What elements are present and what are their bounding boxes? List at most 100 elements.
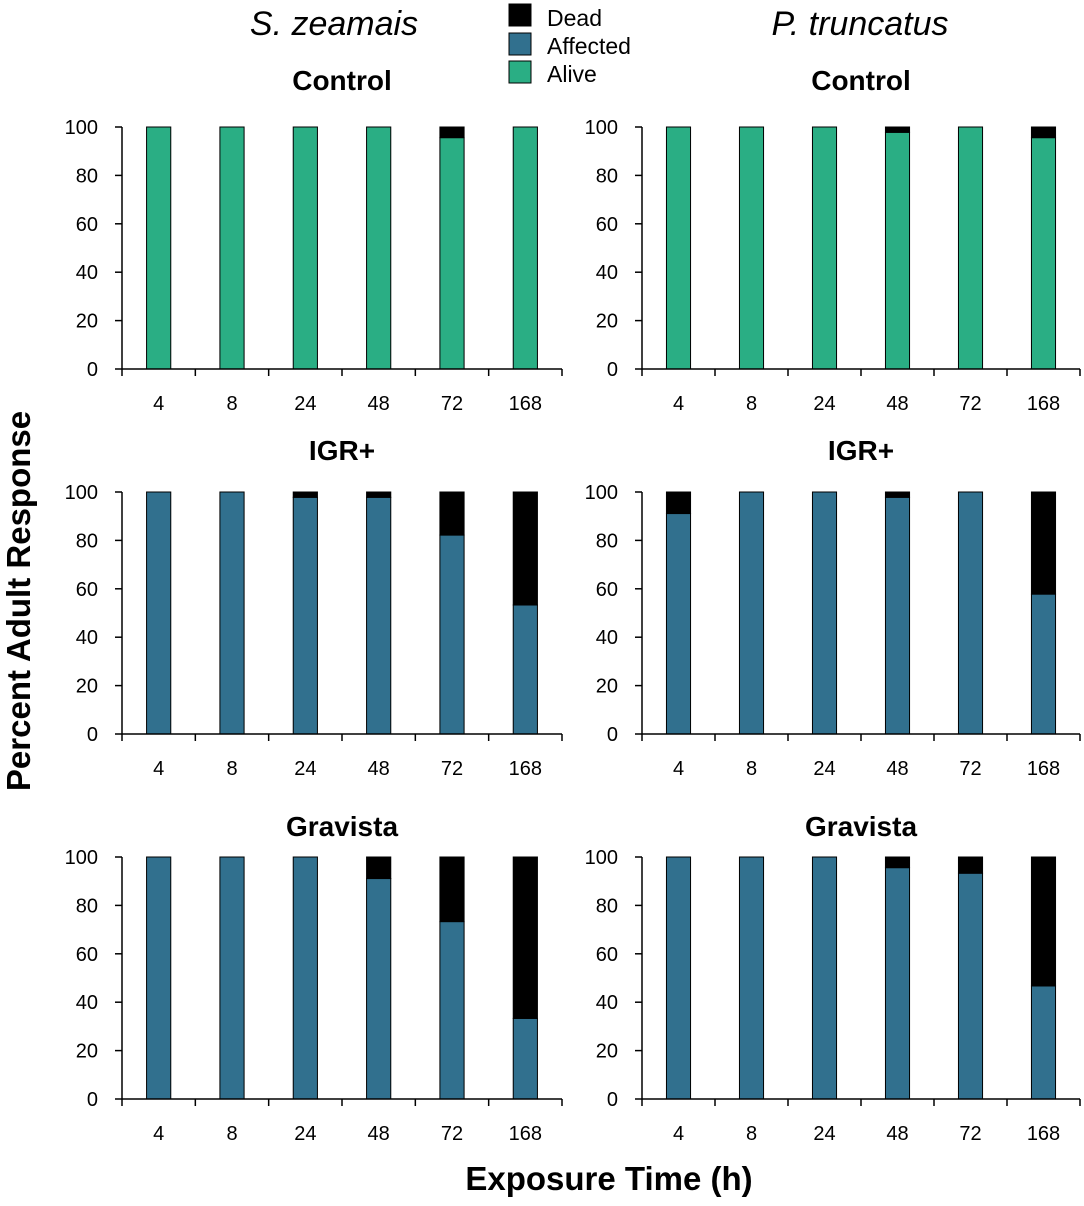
y-tick-label: 40 [596, 262, 618, 284]
y-tick-label: 20 [596, 311, 618, 333]
bar-dead-48 [366, 856, 392, 880]
legend-label-affected: Affected [547, 33, 631, 59]
bar-dead-48 [884, 491, 911, 498]
bar-alive-72 [439, 137, 465, 370]
legend-label-dead: Dead [547, 5, 602, 31]
y-tick-label: 60 [596, 214, 618, 236]
legend-swatch-affected [508, 32, 532, 56]
bar-affected-8 [219, 491, 245, 735]
x-tick-label: 8 [226, 758, 237, 780]
x-tick-label: 48 [368, 1123, 390, 1145]
y-tick-label: 100 [585, 847, 618, 869]
bar-affected-4 [665, 856, 692, 1100]
bar-dead-72 [439, 126, 465, 139]
bar-dead-168 [1030, 856, 1057, 987]
bar-affected-72 [439, 921, 465, 1100]
y-tick-label: 20 [596, 1041, 618, 1063]
x-tick-label: 8 [746, 393, 757, 415]
bar-dead-48 [366, 491, 392, 498]
bar-affected-48 [884, 496, 911, 735]
bar-alive-4 [146, 126, 172, 370]
y-tick-label: 20 [76, 1041, 98, 1063]
x-tick-label: 168 [1027, 393, 1060, 415]
x-tick-label: 24 [294, 393, 316, 415]
bar-affected-8 [219, 856, 245, 1100]
y-tick-label: 0 [607, 1089, 618, 1111]
x-tick-label: 72 [441, 758, 463, 780]
y-tick-label: 100 [65, 482, 98, 504]
x-tick-label: 4 [673, 1123, 684, 1145]
legend-swatch-alive [508, 60, 532, 84]
bar-dead-48 [884, 126, 911, 133]
y-tick-label: 80 [596, 530, 618, 552]
x-tick-label: 48 [886, 1123, 908, 1145]
bar-affected-168 [1030, 593, 1057, 735]
bar-dead-48 [884, 856, 911, 869]
x-tick-label: 48 [368, 393, 390, 415]
y-tick-label: 60 [596, 579, 618, 601]
y-tick-label: 0 [87, 724, 98, 746]
bar-alive-8 [738, 126, 765, 370]
x-tick-label: 48 [368, 758, 390, 780]
bar-dead-72 [439, 491, 465, 536]
bar-alive-4 [665, 126, 692, 370]
y-tick-label: 100 [585, 117, 618, 139]
bar-affected-24 [811, 856, 838, 1100]
bar-dead-168 [1030, 491, 1057, 595]
x-tick-label: 24 [294, 1123, 316, 1145]
bar-affected-4 [665, 513, 692, 735]
x-tick-label: 8 [746, 1123, 757, 1145]
y-tick-label: 60 [596, 944, 618, 966]
y-tick-label: 100 [585, 482, 618, 504]
legend-swatch-dead [508, 3, 532, 27]
panel-title: IGR+ [828, 435, 894, 466]
x-tick-label: 8 [746, 758, 757, 780]
bar-alive-168 [512, 126, 538, 370]
panel-title: Control [292, 65, 392, 96]
bar-affected-72 [957, 872, 984, 1100]
x-tick-label: 72 [441, 393, 463, 415]
bar-affected-24 [292, 856, 318, 1100]
y-axis-title: Percent Adult Response [0, 411, 37, 791]
x-tick-label: 4 [153, 758, 164, 780]
panel-title: Gravista [286, 811, 398, 842]
bar-dead-24 [292, 491, 318, 498]
bar-affected-72 [439, 534, 465, 735]
species-title-right: P. truncatus [771, 5, 948, 43]
y-tick-label: 0 [607, 359, 618, 381]
bar-dead-72 [957, 856, 984, 874]
x-tick-label: 72 [441, 1123, 463, 1145]
x-tick-label: 4 [673, 393, 684, 415]
x-tick-label: 168 [1027, 1123, 1060, 1145]
legend-label-alive: Alive [547, 61, 597, 87]
bar-affected-4 [146, 491, 172, 735]
bar-alive-8 [219, 126, 245, 370]
x-tick-label: 48 [886, 393, 908, 415]
y-tick-label: 80 [596, 895, 618, 917]
bar-alive-72 [957, 126, 984, 370]
x-tick-label: 8 [226, 393, 237, 415]
y-tick-label: 80 [76, 165, 98, 187]
bar-alive-24 [292, 126, 318, 370]
panel-title: Control [811, 65, 911, 96]
bar-affected-24 [811, 491, 838, 735]
bar-affected-8 [738, 491, 765, 735]
bar-affected-48 [366, 878, 392, 1100]
panel-title: IGR+ [309, 435, 375, 466]
bar-affected-168 [512, 604, 538, 735]
bar-alive-48 [366, 126, 392, 370]
y-tick-label: 60 [76, 214, 98, 236]
y-tick-label: 40 [596, 627, 618, 649]
y-tick-label: 80 [596, 165, 618, 187]
x-tick-label: 8 [226, 1123, 237, 1145]
y-tick-label: 60 [76, 579, 98, 601]
bar-alive-24 [811, 126, 838, 370]
y-tick-label: 60 [76, 944, 98, 966]
y-tick-label: 20 [596, 676, 618, 698]
y-tick-label: 0 [87, 359, 98, 381]
